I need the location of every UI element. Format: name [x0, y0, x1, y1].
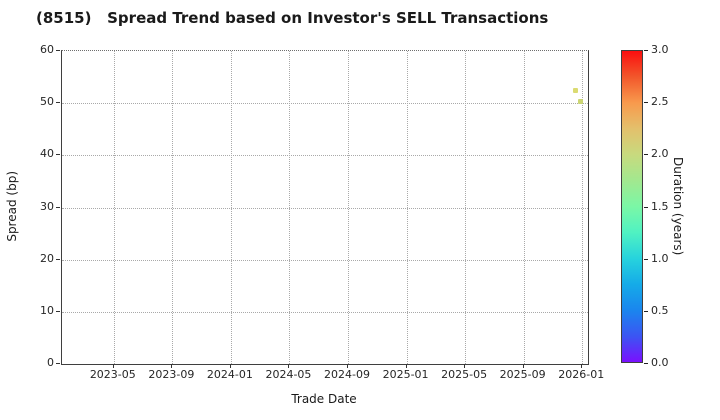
colorbar-tick-mark — [644, 206, 648, 208]
x-tick-label: 2023-05 — [89, 368, 136, 381]
y-tick-mark — [56, 310, 60, 312]
y-tick-mark — [56, 206, 60, 208]
colorbar-tick-mark — [644, 258, 648, 260]
x-tick-label: 2026-01 — [558, 368, 605, 381]
scatter-point — [578, 98, 584, 104]
y-tick-label: 20 — [40, 251, 54, 265]
y-tick-label: 10 — [40, 303, 54, 317]
colorbar-label: Duration (years) — [671, 157, 685, 256]
gridline-horizontal — [62, 207, 588, 209]
y-tick-mark — [56, 50, 60, 51]
x-tick-mark — [522, 364, 524, 368]
x-tick-label: 2025-01 — [382, 368, 429, 381]
y-axis-label: Spread (bp) — [5, 171, 19, 242]
x-tick-mark — [464, 364, 466, 368]
x-tick-label: 2025-09 — [499, 368, 546, 381]
colorbar-tick-mark — [644, 310, 648, 312]
scatter-point — [573, 87, 579, 93]
y-tick-mark — [56, 258, 60, 260]
colorbar-tick-label: 2.5 — [651, 95, 669, 109]
gridline-horizontal — [62, 103, 588, 105]
x-tick-mark — [112, 364, 114, 368]
colorbar-tick-label: 2.0 — [651, 147, 669, 161]
colorbar-tick-label: 0.5 — [651, 303, 669, 317]
colorbar-tick-label: 1.5 — [651, 199, 669, 213]
x-tick-mark — [405, 364, 407, 368]
y-tick-label: 60 — [40, 43, 54, 56]
y-tick-label: 0 — [47, 356, 54, 369]
plot-area — [61, 50, 589, 365]
colorbar-tick-mark — [644, 102, 648, 104]
y-tick-mark — [56, 102, 60, 104]
colorbar-tick-label: 0.0 — [651, 356, 669, 369]
colorbar-tick-label: 1.0 — [651, 251, 669, 265]
colorbar-tick-mark — [644, 50, 648, 51]
y-tick-label: 50 — [40, 95, 54, 109]
colorbar-tick-label: 3.0 — [651, 43, 669, 56]
x-tick-label: 2025-05 — [441, 368, 488, 381]
x-tick-label: 2024-01 — [206, 368, 253, 381]
gridline-horizontal — [62, 259, 588, 261]
y-tick-label: 40 — [40, 147, 54, 161]
x-tick-mark — [581, 364, 583, 368]
x-tick-label: 2024-05 — [265, 368, 312, 381]
y-tick-mark — [56, 363, 60, 364]
x-tick-mark — [171, 364, 173, 368]
chart-title: (8515) Spread Trend based on Investor's … — [36, 9, 549, 27]
x-tick-label: 2024-09 — [324, 368, 370, 381]
colorbar-tick-mark — [644, 363, 648, 364]
x-tick-mark — [288, 364, 290, 368]
x-tick-mark — [229, 364, 231, 368]
colorbar — [621, 50, 643, 363]
y-tick-mark — [56, 154, 60, 156]
x-tick-mark — [347, 364, 349, 368]
x-axis-label: Trade Date — [291, 392, 357, 406]
gridline-horizontal — [62, 311, 588, 313]
y-tick-label: 30 — [40, 199, 54, 213]
colorbar-tick-mark — [644, 154, 648, 156]
gridline-horizontal — [62, 155, 588, 157]
x-tick-label: 2023-09 — [148, 368, 195, 381]
